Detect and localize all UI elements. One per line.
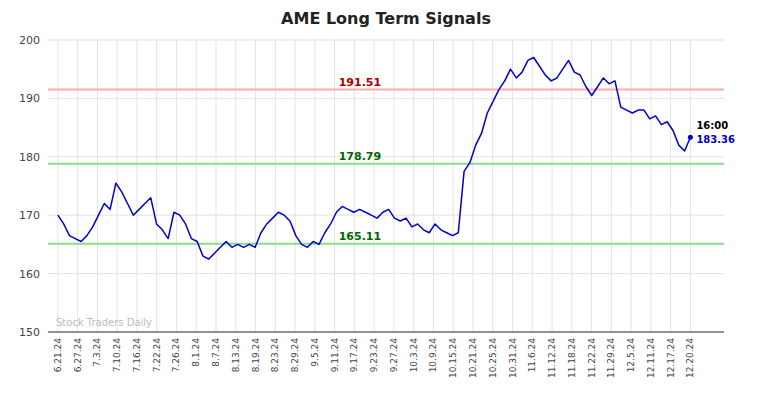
x-grid-line xyxy=(591,40,592,332)
x-tick-label: 7.22.24 xyxy=(152,338,162,373)
x-grid-line xyxy=(433,40,434,332)
plot-area xyxy=(48,58,724,259)
reference-line xyxy=(48,89,724,91)
end-label-time: 16:00 xyxy=(696,120,728,131)
x-tick-label: 9.23.24 xyxy=(369,338,379,373)
reference-line xyxy=(48,163,724,165)
x-grid-line xyxy=(492,40,493,332)
y-grid-line xyxy=(48,215,724,216)
x-tick-label: 7.16.24 xyxy=(132,338,142,373)
x-grid-line xyxy=(611,40,612,332)
x-grid-line xyxy=(57,40,58,332)
x-tick-label: 8.29.24 xyxy=(290,338,300,373)
reference-label: 178.79 xyxy=(339,150,381,163)
x-grid-line xyxy=(216,40,217,332)
x-grid-line xyxy=(255,40,256,332)
x-grid-line xyxy=(235,40,236,332)
x-tick-label: 8.19.24 xyxy=(251,338,261,373)
x-tick-label: 9.5.24 xyxy=(310,338,320,367)
x-tick-label: 7.10.24 xyxy=(112,338,122,373)
x-tick-label: 12.5.24 xyxy=(626,338,636,373)
reference-label: 165.11 xyxy=(339,230,381,243)
x-grid-line xyxy=(650,40,651,332)
x-grid-line xyxy=(314,40,315,332)
x-grid-line xyxy=(393,40,394,332)
x-tick-label: 9.11.24 xyxy=(330,338,340,373)
x-tick-label: 8.23.24 xyxy=(270,338,280,373)
x-tick-label: 12.17.24 xyxy=(666,338,676,378)
x-tick-label: 10.25.24 xyxy=(488,338,498,378)
x-tick-label: 11.29.24 xyxy=(606,338,616,378)
x-tick-label: 8.7.24 xyxy=(211,338,221,367)
x-grid-line xyxy=(670,40,671,332)
y-grid-line xyxy=(48,273,724,274)
x-grid-line xyxy=(275,40,276,332)
x-grid-line xyxy=(453,40,454,332)
x-tick-label: 11.6.24 xyxy=(527,338,537,373)
y-tick-label: 180 xyxy=(19,151,40,164)
x-tick-label: 7.3.24 xyxy=(92,338,102,367)
x-grid-line xyxy=(413,40,414,332)
watermark: Stock Traders Daily xyxy=(56,317,152,328)
y-tick-label: 170 xyxy=(19,209,40,222)
grid xyxy=(48,40,724,332)
x-tick-label: 10.31.24 xyxy=(508,338,518,378)
x-grid-line xyxy=(690,40,691,332)
x-grid-line xyxy=(196,40,197,332)
y-grid-line xyxy=(48,98,724,99)
y-grid-line xyxy=(48,156,724,157)
x-grid-line xyxy=(136,40,137,332)
x-tick-label: 11.18.24 xyxy=(567,338,577,378)
x-tick-label: 7.26.24 xyxy=(171,338,181,373)
x-grid-line xyxy=(176,40,177,332)
x-tick-label: 9.27.24 xyxy=(389,338,399,373)
x-tick-label: 8.13.24 xyxy=(231,338,241,373)
x-tick-label: 8.1.24 xyxy=(191,338,201,367)
last-point xyxy=(688,135,693,140)
x-grid-line xyxy=(77,40,78,332)
y-tick-label: 150 xyxy=(19,326,40,339)
x-grid-line xyxy=(631,40,632,332)
x-tick-label: 6.27.24 xyxy=(73,338,83,373)
y-tick-label: 190 xyxy=(19,92,40,105)
x-grid-line xyxy=(532,40,533,332)
x-grid-line xyxy=(334,40,335,332)
title: AME Long Term Signals xyxy=(281,9,491,28)
x-tick-label: 12.11.24 xyxy=(646,338,656,378)
price-line xyxy=(58,58,691,259)
y-tick-label: 160 xyxy=(19,268,40,281)
x-tick-label: 11.12.24 xyxy=(547,338,557,378)
x-tick-label: 9.17.24 xyxy=(349,338,359,373)
x-tick-label: 12.20.24 xyxy=(685,338,695,378)
y-grid-line xyxy=(48,40,724,41)
x-tick-label: 10.3.24 xyxy=(409,338,419,373)
x-grid-line xyxy=(97,40,98,332)
chart: AME Long Term Signals 150 160 170 180 190 200 6… xyxy=(0,0,784,398)
y-grid-line xyxy=(48,332,724,333)
x-grid-line xyxy=(156,40,157,332)
x-grid-line xyxy=(552,40,553,332)
reference-label: 191.51 xyxy=(339,76,381,89)
x-tick-label: 10.21.24 xyxy=(468,338,478,378)
x-grid-line xyxy=(472,40,473,332)
x-axis-line xyxy=(48,332,724,333)
x-tick-label: 10.9.24 xyxy=(428,338,438,373)
x-grid-line xyxy=(295,40,296,332)
x-grid-line xyxy=(512,40,513,332)
end-label-price: 183.36 xyxy=(696,134,735,145)
x-grid-line xyxy=(571,40,572,332)
x-tick-label: 10.15.24 xyxy=(448,338,458,378)
x-tick-label: 11.22.24 xyxy=(587,338,597,378)
y-tick-label: 200 xyxy=(19,34,40,47)
x-tick-label: 6.21.24 xyxy=(53,338,63,373)
reference-line xyxy=(48,243,724,245)
